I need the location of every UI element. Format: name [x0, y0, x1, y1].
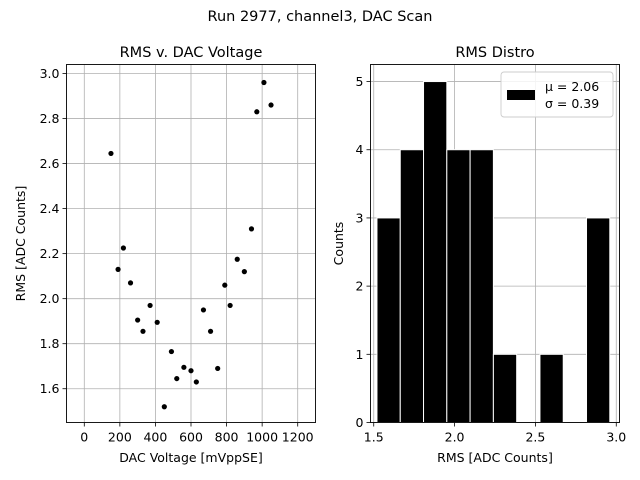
scatter-point: [161, 404, 167, 410]
histogram-legend: μ = 2.06 σ = 0.39: [500, 71, 614, 118]
histogram-x-tick-label: 3.0: [606, 430, 626, 445]
scatter-x-tick-label: 800: [215, 430, 239, 445]
scatter-point: [248, 226, 255, 232]
scatter-y-ticks: 1.6 1.8 2.0 2.2 2.4 2.6 2.8 3.0: [40, 66, 67, 396]
scatter-point: [120, 245, 127, 251]
legend-mean-label: μ = 2.06: [545, 79, 599, 94]
scatter-point: [227, 302, 233, 309]
histogram-y-tick-label: 0: [356, 415, 364, 430]
scatter-y-tick-label: 2.8: [40, 111, 60, 126]
histogram-panel: RMS Distro 1.5 2.0 2.5 3.0 0 1 2 3 4 5 RMS [ADC …: [331, 45, 626, 465]
histogram-y-ticks: 0 1 2 3 4 5: [356, 74, 371, 430]
scatter-point: [188, 368, 194, 374]
scatter-y-tick-label: 2.4: [40, 201, 60, 216]
histogram-x-tick-label: 2.5: [525, 430, 545, 445]
scatter-point: [135, 317, 141, 323]
figure-suptitle: Run 2977, channel3, DAC Scan: [208, 9, 433, 25]
scatter-point: [154, 319, 160, 325]
scatter-point: [207, 328, 214, 334]
histogram-bar: [376, 217, 401, 423]
histogram-y-tick-label: 3: [356, 210, 364, 225]
histogram-x-label: RMS [ADC Counts]: [437, 450, 553, 465]
histogram-y-tick-label: 1: [356, 347, 364, 362]
histogram-bars: [376, 81, 611, 424]
histogram-bar: [446, 149, 471, 423]
scatter-x-ticks: 0 200 400 600 800 1000 1200: [80, 422, 314, 445]
scatter-point: [127, 280, 134, 286]
scatter-y-tick-label: 3.0: [40, 66, 60, 81]
scatter-point: [168, 348, 175, 355]
scatter-point: [261, 79, 267, 86]
scatter-point: [140, 328, 146, 334]
histogram-bar: [492, 353, 518, 423]
histogram-y-tick-label: 5: [356, 74, 364, 89]
histogram-y-tick-label: 4: [356, 142, 364, 157]
scatter-points: [108, 79, 274, 410]
legend-swatch: [507, 90, 535, 100]
scatter-x-tick-label: 400: [143, 430, 167, 445]
scatter-panel: RMS v. DAC Voltage 0 200 400 600 800 1000 1200…: [13, 45, 316, 465]
scatter-y-label: RMS [ADC Counts]: [13, 186, 28, 302]
histogram-y-label: Counts: [331, 222, 346, 266]
scatter-y-tick-label: 2.0: [40, 291, 60, 306]
scatter-y-tick-label: 2.2: [40, 246, 60, 261]
scatter-point: [215, 365, 221, 372]
scatter-point: [268, 102, 274, 108]
histogram-x-tick-label: 1.5: [364, 430, 384, 445]
scatter-point: [174, 375, 180, 382]
legend-sigma-label: σ = 0.39: [545, 96, 599, 111]
scatter-point: [193, 379, 199, 385]
scatter-x-label: DAC Voltage [mVppSE]: [119, 450, 262, 465]
scatter-point: [108, 150, 114, 157]
histogram-bar: [469, 149, 494, 423]
scatter-point: [181, 364, 187, 370]
histogram-axes-frame: [370, 64, 620, 423]
scatter-y-tick-label: 1.6: [40, 381, 60, 396]
scatter-x-tick-label: 1200: [282, 430, 314, 445]
scatter-point: [115, 266, 121, 272]
scatter-title: RMS v. DAC Voltage: [120, 45, 263, 61]
histogram-bar: [399, 149, 425, 423]
scatter-x-tick-label: 200: [108, 430, 132, 445]
histogram-y-tick-label: 2: [356, 279, 364, 294]
scatter-grid: [66, 64, 316, 423]
scatter-point: [147, 302, 153, 309]
histogram-bar: [539, 353, 564, 423]
histogram-x-ticks: 1.5 2.0 2.5 3.0: [364, 422, 626, 445]
scatter-x-tick-label: 1000: [246, 430, 278, 445]
scatter-y-tick-label: 2.6: [40, 156, 60, 171]
scatter-point: [222, 282, 228, 288]
histogram-bar: [423, 81, 448, 424]
scatter-point: [241, 269, 247, 275]
scatter-x-tick-label: 0: [80, 430, 88, 445]
scatter-y-tick-label: 1.8: [40, 336, 60, 351]
scatter-point: [254, 109, 260, 115]
scatter-x-tick-label: 600: [179, 430, 203, 445]
histogram-bar: [586, 217, 611, 423]
scatter-point: [200, 307, 207, 313]
histogram-x-tick-label: 2.0: [445, 430, 465, 445]
histogram-title: RMS Distro: [455, 45, 534, 61]
legend-frame: [500, 71, 614, 118]
scatter-point: [234, 256, 240, 262]
